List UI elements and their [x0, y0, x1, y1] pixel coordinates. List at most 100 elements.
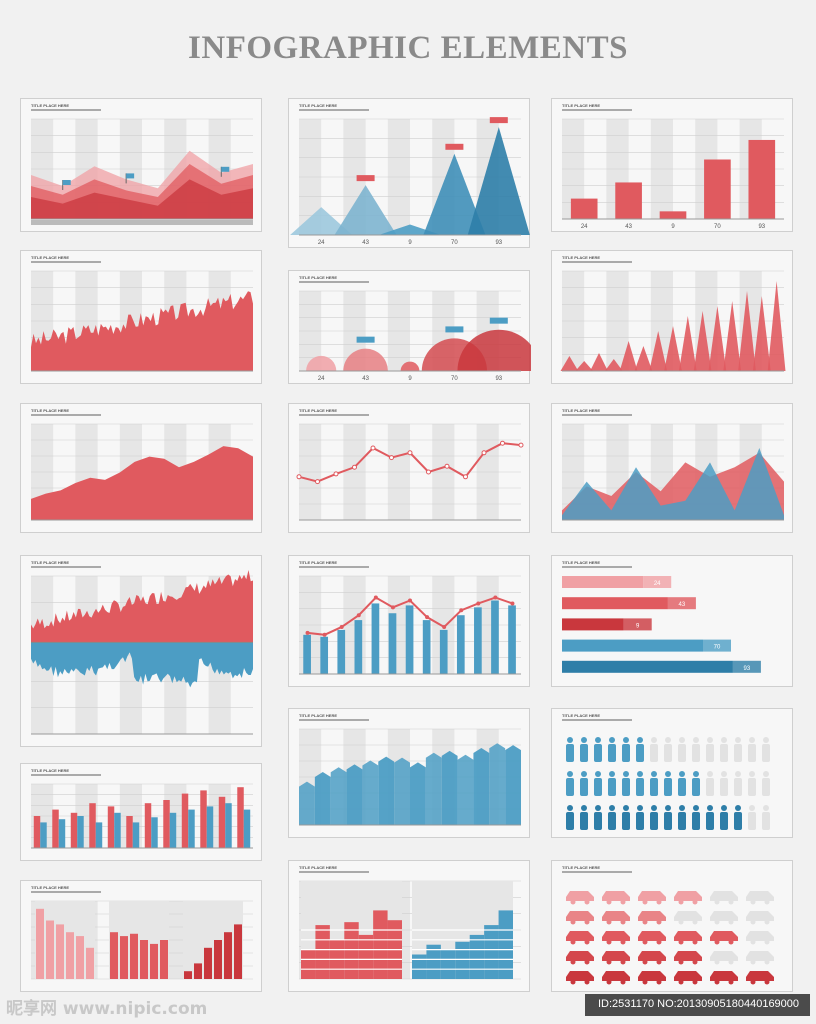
area-series: [562, 448, 784, 520]
bar: [150, 943, 158, 979]
car-icon: [620, 959, 626, 965]
person-icon: [749, 805, 755, 811]
car-icon: [750, 899, 756, 905]
car-icon: [606, 899, 612, 905]
car-icon: [674, 931, 702, 941]
step-mark: [473, 748, 490, 825]
car-icon: [638, 911, 666, 921]
car-icon: [638, 951, 666, 961]
person-icon: [637, 737, 643, 743]
car-icon: [584, 979, 590, 985]
car-icon: [678, 919, 684, 925]
person-icon: [636, 744, 644, 762]
car-icon: [606, 939, 612, 945]
bar: [46, 920, 54, 979]
bar: [320, 636, 329, 674]
person-icon: [609, 737, 615, 743]
bar: [132, 822, 140, 848]
car-icon: [642, 899, 648, 905]
bar: [58, 819, 66, 848]
panel-title: TITLE PLACE HERE: [562, 103, 601, 108]
panel-title: TITLE PLACE HERE: [562, 560, 601, 565]
data-label: 93: [744, 666, 751, 672]
triangle-mark: [423, 153, 486, 235]
bar: [484, 925, 499, 979]
car-icon: [746, 891, 774, 901]
chart-panel-blue-steps: TITLE PLACE HERE: [288, 708, 530, 838]
bar: [33, 816, 41, 848]
id-bar: [585, 994, 810, 1016]
panel-title: TITLE PLACE HERE: [299, 865, 338, 870]
bar: [144, 803, 152, 848]
area-series: [31, 446, 253, 520]
person-icon: [651, 771, 657, 777]
bar: [373, 910, 388, 979]
car-icon: [678, 979, 684, 985]
hbar: [562, 618, 624, 631]
person-icon: [720, 778, 728, 796]
person-icon: [679, 737, 685, 743]
point: [305, 630, 310, 635]
person-icon: [567, 771, 573, 777]
person-icon: [749, 737, 755, 743]
bar: [56, 924, 64, 979]
chart-panel-red-bars: TITLE PLACE HERE 24 43 9 70 93: [551, 98, 793, 232]
car-icon: [602, 971, 630, 981]
bar: [110, 932, 118, 979]
panel-subtitle-line: [562, 109, 632, 111]
person-icon: [706, 744, 714, 762]
car-icon: [642, 979, 648, 985]
chart-panel-line-markers: TITLE PLACE HERE: [288, 403, 530, 533]
hbar-label-box: [703, 639, 731, 652]
car-icon: [584, 959, 590, 965]
bar: [160, 940, 168, 979]
negative-area: [31, 642, 253, 688]
bar: [337, 629, 346, 674]
person-icon: [566, 744, 574, 762]
person-icon: [706, 812, 714, 830]
flag-marker: [62, 180, 71, 185]
data-label: 24: [581, 224, 588, 230]
person-icon: [735, 737, 741, 743]
bar: [52, 809, 59, 848]
point: [463, 474, 468, 480]
panel-subtitle-line: [562, 261, 632, 263]
person-icon: [693, 771, 699, 777]
car-icon: [764, 899, 770, 905]
data-label: 9: [408, 376, 412, 382]
person-icon: [609, 805, 615, 811]
person-icon: [734, 744, 742, 762]
data-label: 93: [495, 240, 502, 246]
car-icon: [566, 951, 594, 961]
person-icon: [623, 771, 629, 777]
spike-mark: [752, 296, 771, 371]
car-icon: [638, 891, 666, 901]
car-icon: [674, 911, 702, 921]
bar: [440, 949, 456, 979]
point: [373, 595, 378, 600]
person-icon: [608, 744, 616, 762]
car-icon: [638, 971, 666, 981]
person-icon: [637, 805, 643, 811]
point: [407, 450, 413, 456]
person-icon: [594, 744, 602, 762]
point: [476, 601, 481, 606]
car-icon: [570, 979, 576, 985]
car-icon: [678, 899, 684, 905]
chart-svg: 24 43 9 70 93: [562, 576, 761, 673]
step-mark: [425, 752, 442, 825]
bar: [303, 634, 311, 674]
person-icon: [665, 737, 671, 743]
point: [459, 608, 464, 613]
point: [356, 613, 361, 618]
car-icon: [656, 939, 662, 945]
chart-svg: [566, 891, 774, 985]
bar: [40, 822, 47, 848]
bar: [508, 605, 516, 674]
spike-mark: [767, 281, 786, 371]
bar: [371, 603, 380, 674]
person-icon: [721, 805, 727, 811]
peak-tag: [356, 175, 375, 182]
data-label: 43: [625, 224, 632, 230]
bar: [422, 620, 431, 674]
